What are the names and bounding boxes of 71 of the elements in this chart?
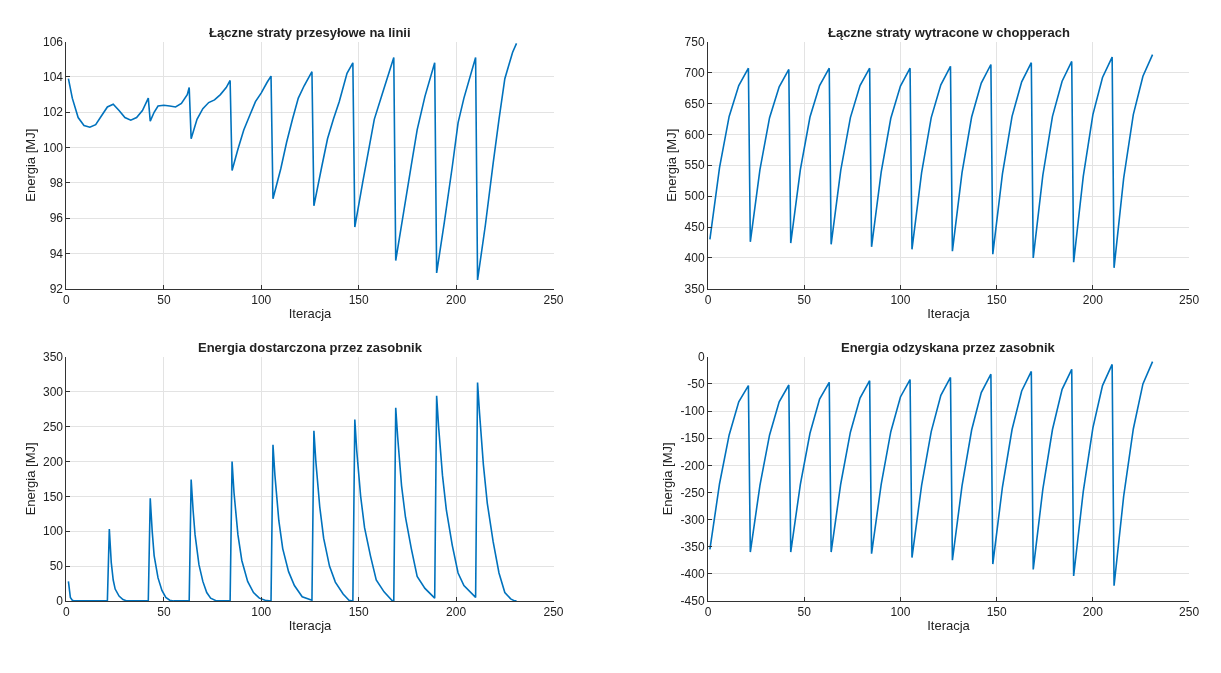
y-tick-label: 600: [684, 127, 705, 142]
x-tick-label: 250: [543, 605, 564, 620]
x-tick-label: 100: [251, 293, 272, 308]
y-tick-label: -350: [680, 539, 705, 554]
y-tick-label: 200: [43, 454, 64, 469]
x-tick-label: 200: [1082, 605, 1104, 620]
x-tick-label: 250: [543, 293, 564, 308]
y-tick-label: -400: [680, 567, 705, 581]
y-tick-label: 0: [697, 350, 705, 365]
x-tick-label: 50: [157, 605, 171, 620]
chart-title: Energia odzyskana przez zasobnik: [841, 340, 1056, 355]
x-axis-title: Iteracja: [288, 617, 333, 633]
y-tick-label: 94: [49, 246, 64, 261]
y-tick-label: 350: [684, 282, 705, 297]
x-axis-title: Iteracja: [927, 617, 971, 633]
y-tick-label: 550: [684, 158, 705, 173]
x-tick-label: 250: [1179, 605, 1200, 620]
y-tick-label: -50: [687, 377, 705, 392]
line-series: [67, 381, 518, 601]
y-tick-label: 400: [684, 251, 705, 266]
x-tick-label: 50: [157, 293, 171, 308]
x-tick-label: 250: [1179, 293, 1200, 308]
y-tick-label: 98: [49, 176, 64, 191]
y-tick-label: -200: [680, 458, 705, 473]
y-tick-label: -150: [680, 431, 705, 446]
x-tick-label: 150: [986, 605, 1007, 620]
y-tick-label: 102: [43, 105, 64, 120]
x-axis-title: Iteracja: [927, 305, 971, 321]
x-tick-label: 200: [1082, 293, 1104, 308]
y-tick-label: 650: [684, 96, 705, 111]
x-tick-label: 200: [446, 605, 467, 620]
y-axis-title: Energia [MJ]: [664, 128, 680, 202]
x-tick-label: 50: [797, 293, 812, 308]
x-tick-label: 50: [797, 605, 812, 620]
y-tick-label: -250: [680, 485, 705, 500]
x-tick-label: 100: [890, 605, 911, 620]
chart-title: Łączne straty przesyłowe na linii: [209, 25, 411, 40]
y-axis-title: Energia [MJ]: [660, 442, 676, 516]
y-tick-label: 250: [43, 419, 64, 434]
chart-title: Energia dostarczona przez zasobnik: [198, 340, 423, 355]
y-tick-label: -450: [680, 594, 705, 609]
y-tick-label: 300: [43, 384, 64, 399]
x-axis-title: Iteracja: [288, 305, 333, 321]
x-tick-label: 150: [348, 605, 370, 620]
y-tick-label: 150: [43, 489, 64, 504]
chart-title: Łączne straty wytracone w chopperach: [828, 25, 1071, 40]
y-tick-label: 450: [684, 220, 705, 235]
y-tick-label: 750: [684, 34, 705, 49]
y-tick-label: 100: [43, 140, 64, 155]
x-tick-label: 150: [986, 293, 1007, 308]
x-tick-label: 200: [446, 293, 467, 308]
y-tick-label: -100: [680, 404, 705, 419]
y-tick-label: 350: [43, 350, 64, 365]
x-tick-label: 100: [890, 293, 911, 308]
y-tick-label: 92: [49, 282, 64, 297]
y-tick-label: 50: [49, 559, 64, 574]
y-axis-title: Energia [MJ]: [22, 128, 38, 202]
y-tick-label: 0: [56, 594, 64, 609]
x-tick-label: 150: [348, 293, 370, 308]
y-axis-title: Energia [MJ]: [22, 442, 38, 516]
y-tick-label: 106: [43, 34, 64, 49]
line-series: [709, 53, 1154, 269]
line-series: [709, 360, 1154, 587]
y-tick-label: -300: [680, 512, 705, 527]
y-tick-label: 100: [43, 524, 64, 539]
y-tick-label: 700: [684, 65, 705, 80]
line-series: [67, 42, 518, 281]
y-tick-label: 104: [43, 70, 64, 85]
y-tick-label: 500: [684, 189, 705, 204]
y-tick-label: 96: [49, 211, 64, 226]
x-tick-label: 100: [251, 605, 272, 620]
